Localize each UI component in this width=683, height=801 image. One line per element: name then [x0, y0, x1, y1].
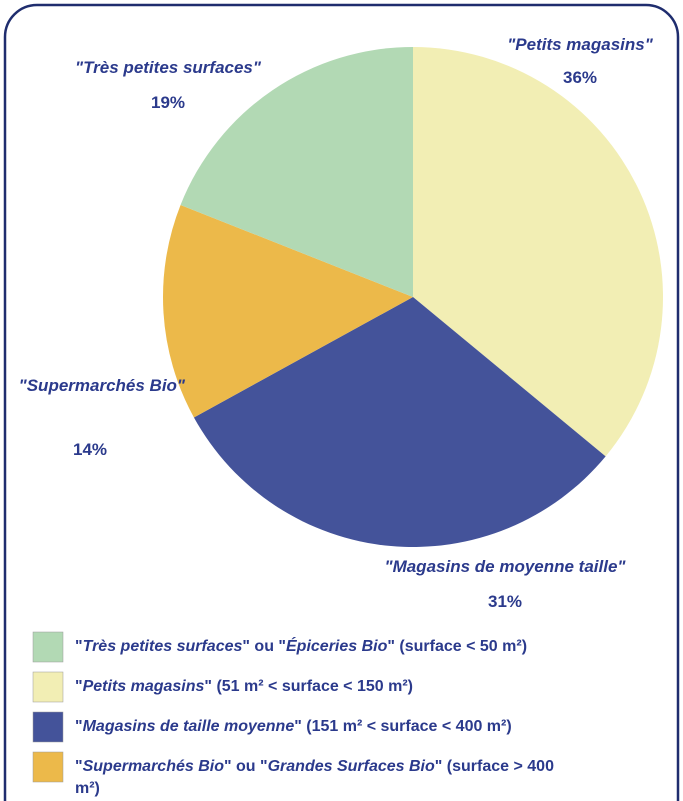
legend-swatches — [32, 631, 64, 783]
legend-item: "Très petites surfaces" ou "Épiceries Bi… — [75, 636, 675, 658]
legend-item: "Magasins de taille moyenne" (151 m² < s… — [75, 716, 675, 738]
slice — [163, 204, 413, 418]
slice-value-label: 31% — [487, 592, 523, 611]
legend-item: "Petits magasins" (51 m² < surface < 150… — [75, 676, 675, 698]
legend-text: Petits magasins — [82, 678, 205, 695]
legend-text: " — [75, 718, 83, 735]
slice-label: "Très petites surfaces" — [75, 58, 261, 77]
legend-swatch — [32, 751, 64, 783]
slice — [180, 47, 413, 297]
pie — [163, 47, 664, 547]
legend-text: " — [75, 638, 83, 655]
legend-text: Épiceries Bio — [286, 638, 388, 655]
slice-value-label: 36% — [562, 68, 598, 87]
legend-text: " ou " — [242, 638, 286, 655]
slice-value-label: 14% — [72, 440, 108, 459]
legend-text: " (151 m² < surface < 400 m²) — [294, 718, 512, 735]
legend-swatch — [32, 671, 64, 703]
slice — [193, 297, 606, 547]
frame — [3, 3, 680, 801]
legend-text: Supermarchés Bio — [82, 758, 224, 775]
slice-label: "Petits magasins" — [507, 35, 653, 54]
legend-text: " ou " — [223, 758, 268, 775]
slice-label: "Magasins de moyenne taille" — [384, 557, 626, 576]
legend-text: " (51 m² < surface < 150 m²) — [204, 678, 413, 695]
legend-text: Magasins de taille moyenne — [82, 718, 295, 735]
slice-label: "Supermarchés Bio" — [18, 376, 185, 395]
legend-text: " — [75, 758, 83, 775]
legend-text: Très petites surfaces — [82, 638, 243, 655]
legend-text: Grandes Surfaces Bio — [267, 758, 435, 775]
slice-value-label: 19% — [150, 93, 186, 112]
legend-text: " (surface < 50 m²) — [387, 638, 528, 655]
slice — [413, 47, 664, 457]
legend-swatch — [32, 711, 64, 743]
legend-text: " (surface > 400 m²) — [75, 758, 554, 797]
legend-swatch — [32, 631, 64, 663]
legend-text: " — [75, 678, 83, 695]
legend-item: "Supermarchés Bio" ou "Grandes Surfaces … — [75, 756, 555, 800]
